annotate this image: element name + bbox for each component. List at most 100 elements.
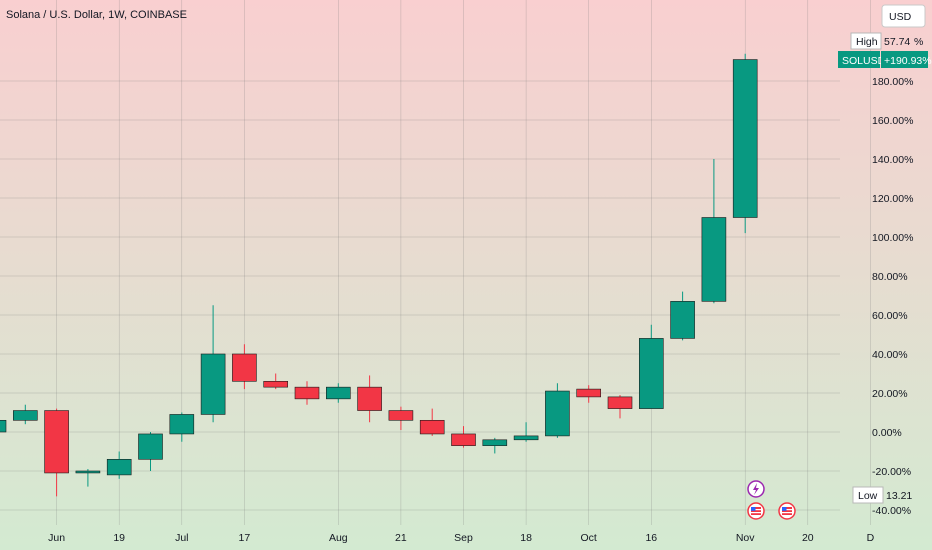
high-marker: High 57.74 % [850, 32, 923, 50]
us-flag-icon[interactable] [778, 502, 796, 520]
candle-body [263, 380, 289, 388]
y-tick-label: 180.00% [872, 76, 913, 88]
y-tick-label: -40.00% [872, 505, 911, 517]
candle-body [357, 386, 382, 411]
candle-body [13, 410, 38, 421]
symbol-tag: SOLUSD [842, 55, 886, 67]
x-tick-label: 21 [395, 532, 407, 544]
candle-body [701, 217, 727, 302]
y-tick-label: 120.00% [872, 193, 913, 205]
y-tick-label: -20.00% [872, 466, 911, 478]
candle-body [513, 435, 539, 441]
candle-body [200, 353, 226, 415]
x-tick-label: 18 [520, 532, 532, 544]
candle[interactable] [75, 469, 101, 487]
low-label: Low [858, 490, 878, 502]
candles-group [0, 53, 758, 497]
currency-label[interactable]: USD [889, 11, 912, 23]
low-marker: Low 13.21 [852, 486, 912, 504]
candle-body [106, 458, 132, 476]
y-tick-label: 0.00% [872, 427, 902, 439]
candle[interactable] [545, 383, 570, 438]
candle-body [732, 59, 758, 218]
x-tick-label: Jul [175, 532, 188, 544]
candle[interactable] [294, 381, 320, 405]
horizontal-grid [0, 80, 840, 511]
candle[interactable] [0, 419, 7, 436]
y-tick-label: 140.00% [872, 154, 913, 166]
y-tick-label: 60.00% [872, 310, 908, 322]
candle[interactable] [325, 383, 351, 403]
candle-body [138, 433, 163, 460]
candle[interactable] [670, 291, 695, 341]
symbol-tag-bg [838, 51, 880, 68]
x-tick-label: 16 [645, 532, 657, 544]
chart-title: Solana / U.S. Dollar, 1W, COINBASE [6, 9, 187, 21]
us-flag-icon[interactable] [747, 502, 765, 520]
y-tick-label: 100.00% [872, 232, 913, 244]
y-tick-label: 20.00% [872, 388, 908, 400]
x-tick-label: 19 [113, 532, 125, 544]
candle[interactable] [419, 408, 445, 436]
y-tick-label: 40.00% [872, 349, 908, 361]
candle-body [0, 419, 7, 433]
current-price-tag: SOLUSD +190.93% [838, 51, 932, 68]
candle[interactable] [451, 426, 476, 448]
high-value: 57.74 [884, 36, 910, 48]
x-tick-label: Nov [736, 532, 755, 544]
candle[interactable] [732, 53, 758, 234]
y-tick-label: 160.00% [872, 115, 913, 127]
candle[interactable] [357, 375, 382, 423]
x-tick-label: Aug [329, 532, 348, 544]
candle[interactable] [482, 437, 508, 454]
x-tick-label: 17 [239, 532, 251, 544]
candle[interactable] [138, 432, 163, 471]
y-tick-label: 80.00% [872, 271, 908, 283]
candle[interactable] [44, 408, 69, 497]
x-tick-label: 20 [802, 532, 814, 544]
candle[interactable] [13, 404, 38, 425]
candle[interactable] [200, 305, 226, 423]
candle-body [169, 414, 195, 435]
candle[interactable] [701, 159, 727, 304]
candle-body [607, 396, 633, 409]
candle-body [388, 410, 414, 421]
x-tick-label: Sep [454, 532, 473, 544]
candle[interactable] [232, 344, 257, 390]
lightning-icon[interactable] [747, 480, 765, 498]
candle-body [451, 433, 476, 446]
high-label: High [856, 36, 878, 48]
candle-body [482, 439, 508, 446]
candle[interactable] [607, 394, 633, 419]
low-value: 13.21 [886, 490, 912, 502]
change-tag-bg [881, 51, 928, 68]
candle[interactable] [388, 406, 414, 431]
x-tick-label: Jun [48, 532, 65, 544]
candle-body [576, 388, 602, 398]
candle[interactable] [638, 324, 664, 409]
candle-body [232, 353, 257, 382]
candle-body [638, 338, 664, 409]
currency-selector[interactable]: USD [881, 4, 926, 28]
candle-body [294, 386, 320, 400]
candle-body [670, 301, 695, 339]
candle[interactable] [106, 451, 132, 479]
low-label-box [852, 486, 884, 504]
currency-button-bg[interactable] [881, 4, 926, 28]
candle-body [545, 390, 570, 437]
x-tick-label: Oct [581, 532, 597, 544]
x-axis-labels: Jun 19 Jul 17 Aug 21 Sep 18 Oct 16 Nov 20 D [48, 532, 874, 544]
candle[interactable] [576, 385, 602, 403]
x-tick-label: D [867, 532, 875, 544]
candle[interactable] [513, 422, 539, 442]
candle-body [75, 470, 101, 474]
candle[interactable] [169, 412, 195, 442]
high-suffix: % [914, 36, 923, 48]
candle-body [419, 419, 445, 435]
change-tag: +190.93% [884, 55, 932, 67]
candle-body [325, 386, 351, 400]
candle[interactable] [263, 373, 289, 390]
